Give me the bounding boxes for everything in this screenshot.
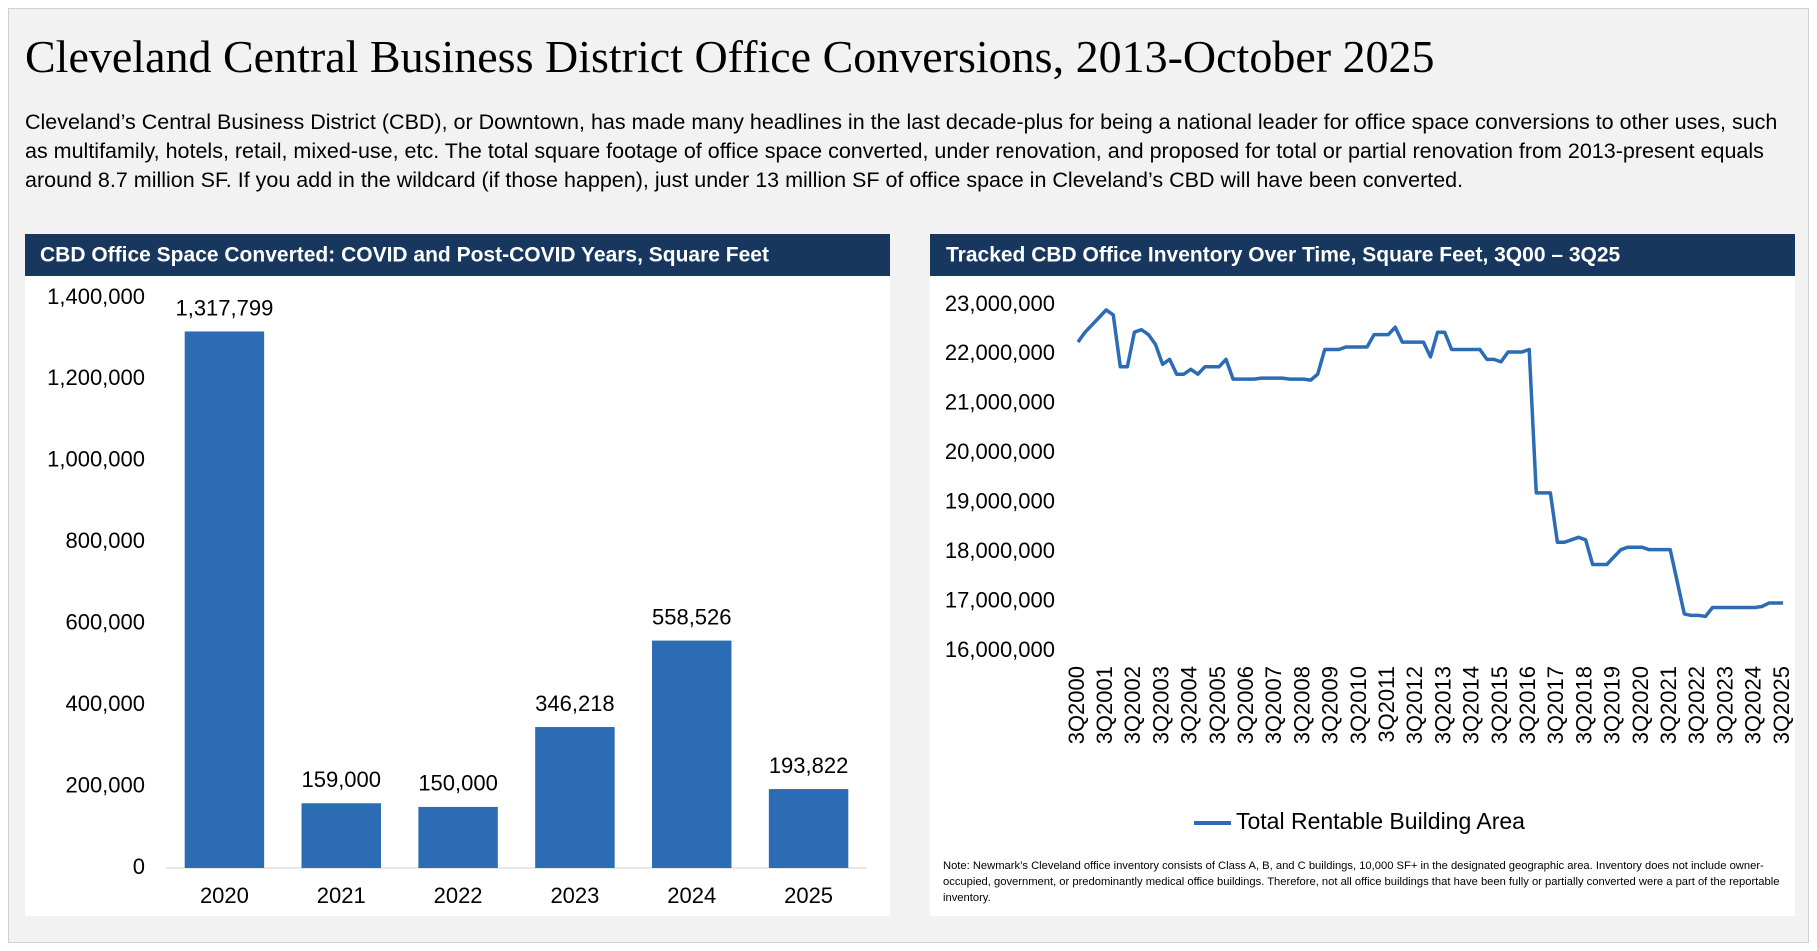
x-tick-label: 2021 — [317, 883, 366, 908]
data-label: 193,822 — [769, 753, 849, 778]
x-tick-label: 3Q2004 — [1177, 666, 1202, 744]
x-tick-label: 2020 — [200, 883, 249, 908]
y-tick-label: 16,000,000 — [945, 637, 1055, 662]
y-tick-label: 23,000,000 — [945, 291, 1055, 316]
y-tick-label: 19,000,000 — [945, 489, 1055, 514]
x-tick-label: 3Q2021 — [1656, 666, 1681, 744]
x-tick-label: 3Q2025 — [1769, 666, 1794, 744]
x-tick-label: 2024 — [667, 883, 716, 908]
x-tick-label: 3Q2016 — [1515, 666, 1540, 744]
data-label: 346,218 — [535, 691, 615, 716]
x-tick-label: 2025 — [784, 883, 833, 908]
x-tick-label: 3Q2011 — [1374, 666, 1399, 743]
x-tick-label: 2023 — [550, 883, 599, 908]
x-tick-label: 3Q2014 — [1459, 666, 1484, 744]
y-tick-label: 0 — [133, 854, 145, 879]
x-tick-label: 3Q2013 — [1430, 666, 1455, 744]
x-tick-label: 3Q2003 — [1148, 666, 1173, 744]
x-tick-label: 3Q2009 — [1318, 666, 1343, 744]
x-tick-label: 3Q2023 — [1712, 666, 1737, 744]
right-header — [930, 234, 1795, 276]
y-tick-label: 22,000,000 — [945, 340, 1055, 365]
x-tick-label: 3Q2008 — [1289, 666, 1314, 744]
page-title: Cleveland Central Business District Offi… — [25, 31, 1435, 82]
x-tick-label: 2022 — [434, 883, 483, 908]
bar — [301, 803, 381, 868]
y-tick-label: 1,200,000 — [47, 365, 145, 390]
note: Note: Newmark’s Cleveland office invento… — [943, 860, 1780, 904]
data-label: 159,000 — [301, 767, 381, 792]
x-tick-label: 3Q2002 — [1120, 666, 1145, 744]
y-tick-label: 200,000 — [65, 772, 145, 797]
bar — [184, 331, 265, 869]
x-tick-label: 3Q2015 — [1487, 666, 1512, 744]
x-tick-label: 3Q2010 — [1346, 666, 1371, 744]
bar — [418, 806, 498, 868]
x-tick-label: 3Q2018 — [1571, 666, 1596, 744]
x-tick-label: 3Q2019 — [1600, 666, 1625, 744]
chart-title: CBD Office Space Converted: COVID and Po… — [40, 244, 769, 267]
bar — [535, 727, 615, 868]
left-header — [25, 234, 890, 276]
x-tick-label: 3Q2005 — [1205, 666, 1230, 744]
y-tick-label: 800,000 — [65, 528, 145, 553]
x-tick-label: 3Q2024 — [1741, 666, 1766, 744]
bar — [768, 789, 849, 868]
data-label: 150,000 — [418, 771, 498, 796]
y-tick-label: 21,000,000 — [945, 390, 1055, 415]
x-tick-label: 3Q2020 — [1628, 666, 1653, 744]
y-tick-label: 18,000,000 — [945, 538, 1055, 563]
line — [1076, 308, 1783, 619]
bar — [652, 640, 732, 868]
x-tick-label: 3Q2022 — [1684, 666, 1709, 744]
x-tick-label: 3Q2007 — [1261, 666, 1286, 744]
chart-title: Tracked CBD Office Inventory Over Time, … — [946, 244, 1621, 267]
x-tick-label: 3Q2000 — [1064, 666, 1089, 744]
y-tick-label: 600,000 — [65, 610, 145, 635]
x-tick-label: 3Q2012 — [1402, 666, 1427, 744]
y-tick-label: 400,000 — [65, 691, 145, 716]
x-tick-label: 3Q2006 — [1233, 666, 1258, 744]
y-tick-label: 17,000,000 — [945, 587, 1055, 612]
y-tick-label: 20,000,000 — [945, 439, 1055, 464]
description: Cleveland’s Central Business District (C… — [25, 110, 1778, 192]
x-tick-label: 3Q2001 — [1092, 666, 1117, 744]
y-tick-label: 1,400,000 — [47, 284, 145, 309]
data-label: 558,526 — [652, 604, 732, 629]
legend-label: Total Rentable Building Area — [1236, 808, 1525, 834]
y-tick-label: 1,000,000 — [47, 447, 145, 472]
x-tick-label: 3Q2017 — [1543, 666, 1568, 744]
left-panel — [25, 234, 890, 916]
data-label: 1,317,799 — [175, 295, 273, 320]
